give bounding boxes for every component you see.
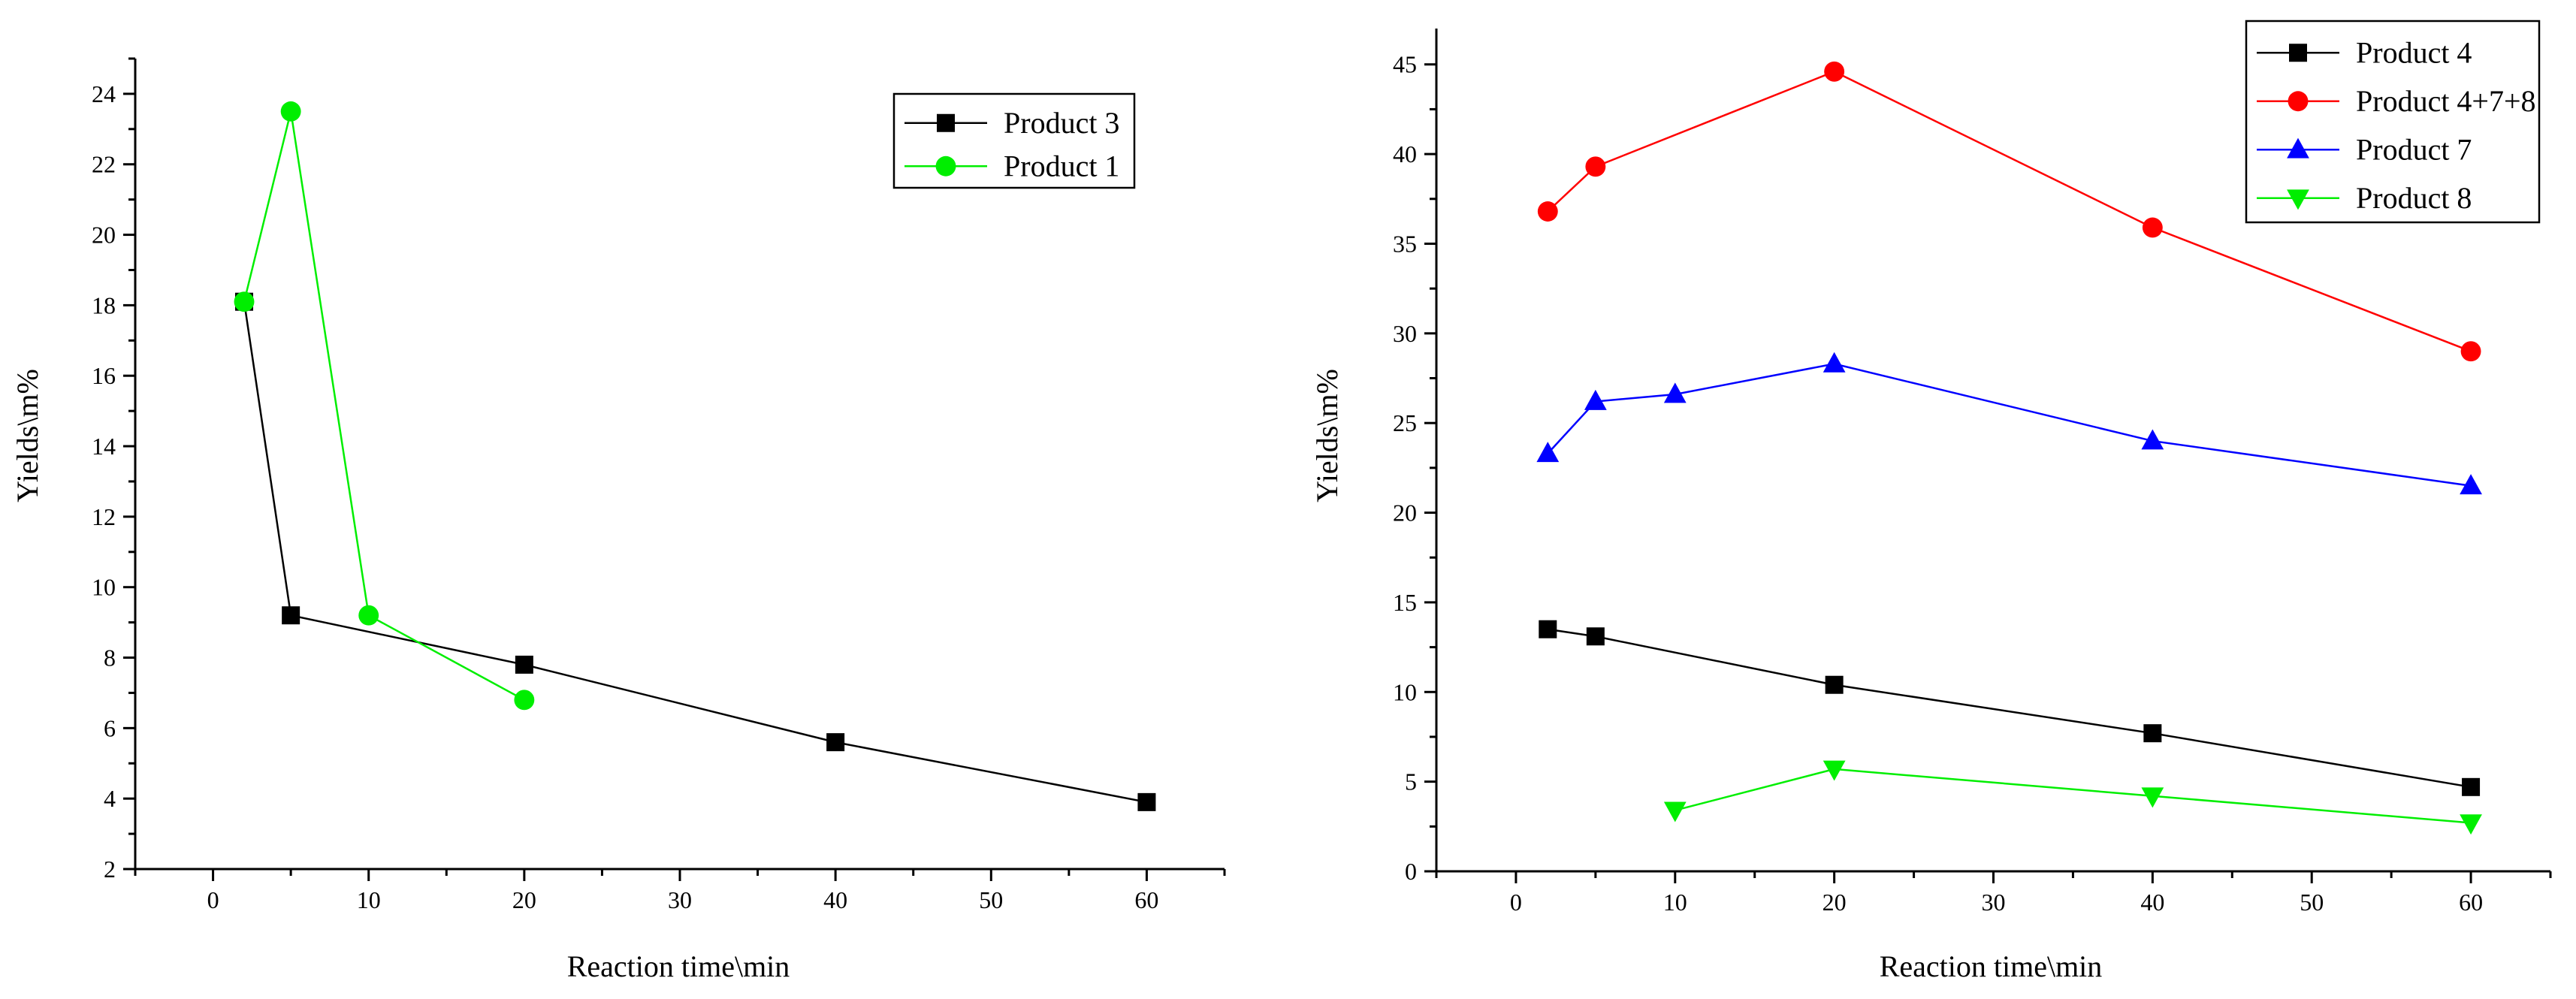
- right-chart-data-point: [2142, 217, 2163, 238]
- left-chart-data-point: [282, 606, 300, 625]
- right-chart-x-tick-label: 10: [1663, 889, 1687, 916]
- right-chart-data-point: [2143, 724, 2162, 743]
- right-chart-legend-swatch-marker: [2289, 44, 2307, 62]
- left-chart-data-point: [514, 690, 535, 711]
- right-chart-x-tick-label: 0: [1510, 889, 1522, 916]
- left-chart-x-tick-label: 20: [512, 886, 536, 913]
- right-chart-legend-label: Product 4: [2356, 35, 2472, 69]
- right-chart-data-point: [1536, 442, 1560, 463]
- left-chart-x-tick-label: 50: [979, 886, 1003, 913]
- left-chart-data-point: [826, 733, 845, 752]
- right-chart-y-tick-label: 15: [1393, 589, 1417, 616]
- right-chart-x-tick-label: 30: [1982, 889, 2006, 916]
- right-chart-data-point: [2460, 474, 2482, 495]
- right-chart-y-tick-label: 25: [1393, 409, 1417, 436]
- right-chart-data-point: [2460, 341, 2481, 362]
- right-chart-ylabel: Yields\m%: [1310, 369, 1344, 503]
- left-chart-series-0: [235, 292, 1156, 811]
- right-chart-data-point: [1537, 201, 1558, 222]
- left-chart-y-tick-label: 14: [92, 433, 116, 460]
- left-chart-x-tick-label: 0: [207, 886, 219, 913]
- left-chart-xlabel: Reaction time\min: [567, 949, 790, 983]
- right-chart-xlabel: Reaction time\min: [1880, 949, 2103, 983]
- right-chart-series-line: [1548, 628, 2472, 789]
- left-chart-x-tick-label: 30: [668, 886, 692, 913]
- right-chart-data-point: [1586, 627, 1605, 646]
- left-chart-data-point: [280, 101, 301, 122]
- right-chart-y-tick-label: 10: [1393, 678, 1417, 705]
- left-chart-y-tick-label: 6: [104, 714, 116, 741]
- right-chart-data-point: [1823, 760, 1846, 781]
- left-chart-legend-swatch-marker: [937, 113, 955, 132]
- right-chart-data-point: [1663, 801, 1687, 822]
- right-chart-y-tick-label: 30: [1393, 320, 1417, 347]
- right-chart-data-point: [2141, 787, 2164, 808]
- left-chart-y-tick-label: 20: [92, 222, 116, 249]
- right-chart-data-point: [2460, 814, 2482, 835]
- left-chart-series-1: [234, 101, 535, 711]
- right-chart-data-point: [1825, 675, 1844, 694]
- right-chart-series-3: [1663, 760, 2482, 835]
- right-chart-y-tick-label: 5: [1405, 768, 1417, 795]
- left-chart-y-tick-label: 12: [92, 503, 116, 530]
- right-chart-y-tick-label: 20: [1393, 500, 1417, 527]
- left-chart: Reaction time\min Yields\m% 0 10 20 30 40 50 6…: [11, 57, 1226, 983]
- left-chart-x-tick-label: 40: [823, 886, 847, 913]
- right-chart-x-tick-label: 20: [1823, 889, 1847, 916]
- right-chart-legend-label: Product 8: [2356, 181, 2472, 215]
- right-chart-data-point: [1585, 156, 1606, 177]
- left-chart-data-point: [1137, 792, 1156, 811]
- left-chart-y-tick-label: 2: [104, 856, 116, 883]
- left-chart-data-point: [234, 291, 255, 312]
- right-chart-legend-swatch-marker: [2287, 137, 2309, 158]
- left-chart-legend-label: Product 1: [1004, 149, 1119, 183]
- left-chart-y-tick-label: 8: [104, 644, 116, 672]
- right-chart-y-tick-label: 35: [1393, 230, 1417, 257]
- left-chart-data-point: [515, 655, 533, 674]
- left-chart-data-point: [358, 605, 379, 626]
- right-chart-x-tick-label: 60: [2459, 889, 2483, 916]
- left-chart-series-line: [243, 111, 525, 701]
- right-chart-data-point: [1823, 352, 1846, 373]
- left-chart-y-tick-label: 16: [92, 362, 116, 389]
- right-chart-series-line: [1547, 363, 2472, 487]
- right-chart-legend-swatch-marker: [2288, 91, 2309, 112]
- right-chart-data-point: [2141, 429, 2164, 450]
- right-chart-data-point: [1584, 389, 1607, 410]
- left-chart-y-tick-label: 24: [92, 80, 116, 107]
- right-chart-y-tick-label: 45: [1393, 51, 1417, 78]
- left-chart-legend: Product 3 Product 1: [892, 92, 1136, 189]
- right-chart-legend-label: Product 4+7+8: [2356, 84, 2536, 118]
- right-chart-series-line: [1675, 768, 2472, 824]
- left-chart-series-line: [243, 301, 1147, 804]
- left-chart-legend-swatch-marker: [935, 155, 956, 177]
- left-chart-legend-box: [892, 92, 1136, 189]
- right-chart: Reaction time\min Yields\m% 0 10 20 30 40 50 6…: [1310, 20, 2552, 983]
- left-chart-y-tick-label: 18: [92, 291, 116, 318]
- left-chart-x-tick-label: 10: [357, 886, 381, 913]
- left-chart-y-tick-label: 10: [92, 574, 116, 601]
- right-chart-legend-label: Product 7: [2356, 132, 2472, 166]
- right-chart-legend: Product 4 Product 4+7+8 Product 7 Product 8: [2245, 20, 2541, 224]
- left-chart-y-tick-label: 4: [104, 785, 116, 812]
- right-chart-x-tick-label: 50: [2300, 889, 2324, 916]
- right-chart-legend-swatch-marker: [2287, 189, 2309, 210]
- left-chart-ylabel: Yields\m%: [11, 369, 44, 503]
- right-chart-series-0: [1539, 620, 2481, 796]
- right-chart-y-tick-label: 40: [1393, 140, 1417, 168]
- left-chart-x-tick-label: 60: [1134, 886, 1158, 913]
- right-chart-data-point: [1539, 620, 1557, 638]
- left-chart-y-tick-label: 22: [92, 151, 116, 178]
- right-chart-y-tick-label: 0: [1405, 858, 1417, 885]
- right-chart-series-2: [1536, 352, 2482, 495]
- right-chart-series-1: [1537, 61, 2481, 362]
- right-chart-data-point: [1824, 61, 1845, 82]
- right-chart-data-point: [2462, 777, 2481, 796]
- right-chart-x-tick-label: 40: [2140, 889, 2164, 916]
- right-chart-data-point: [1663, 382, 1687, 403]
- left-chart-legend-label: Product 3: [1004, 106, 1119, 140]
